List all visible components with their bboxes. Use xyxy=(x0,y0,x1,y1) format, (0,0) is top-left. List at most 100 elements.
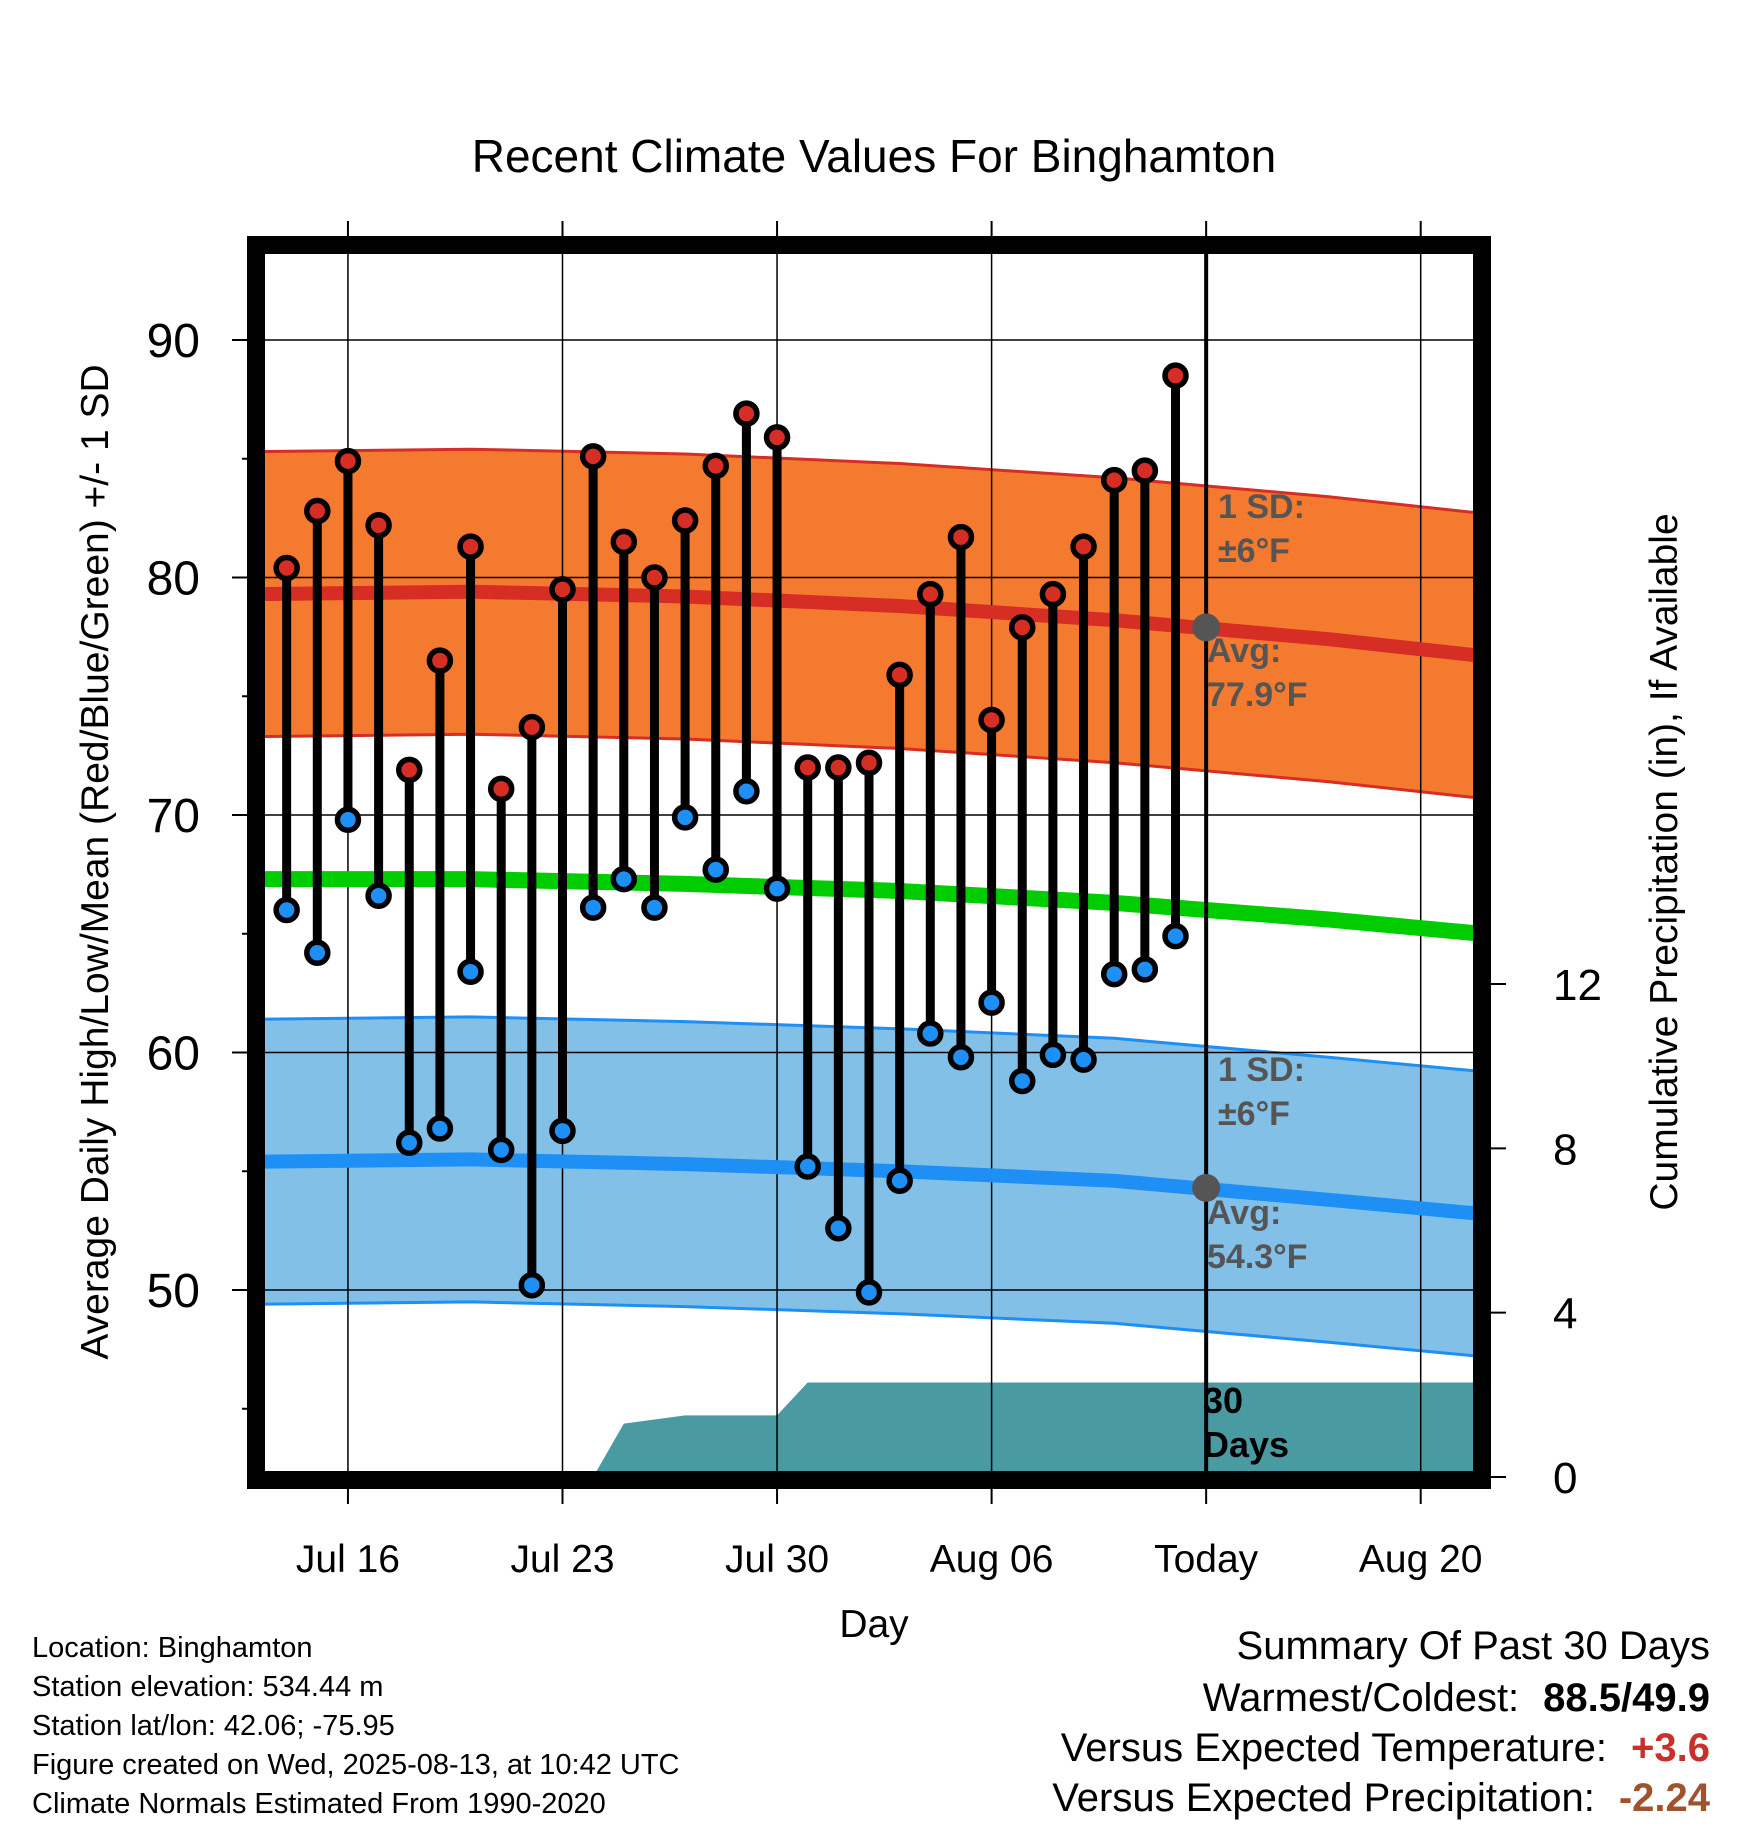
daily-low-point xyxy=(1070,1046,1097,1073)
daily-low-point xyxy=(763,875,791,902)
daily-low-point xyxy=(1100,960,1128,988)
y-right-tick-label-12: 12 xyxy=(1553,961,1602,1010)
daily-high-point xyxy=(825,754,852,781)
daily-high-point xyxy=(1009,614,1036,641)
daily-high-point xyxy=(518,713,546,741)
daily-low-point xyxy=(273,896,300,924)
daily-high-point xyxy=(1131,457,1159,484)
daily-high-point xyxy=(794,754,821,781)
daily-high-point xyxy=(273,554,300,582)
today-low-normal-marker xyxy=(1192,1173,1221,1202)
daily-high-point xyxy=(396,756,423,784)
daily-low-point xyxy=(1162,922,1189,950)
daily-high-point xyxy=(334,447,362,475)
daily-high-point xyxy=(365,512,392,539)
daily-low-point xyxy=(365,882,392,909)
y-right-tick-label-0: 0 xyxy=(1553,1454,1577,1503)
daily-high-point xyxy=(978,706,1005,734)
summary-warm-cold: Warmest/Coldest: 88.5/49.9 xyxy=(1203,1678,1710,1718)
summary-precip-label: Versus Expected Precipitation: xyxy=(1052,1776,1595,1820)
info-elevation: Station elevation: 534.44 m xyxy=(32,1671,384,1703)
x-tick-label-2: Jul 30 xyxy=(725,1538,829,1581)
daily-low-point xyxy=(641,894,668,921)
daily-high-point xyxy=(1162,362,1189,389)
y-axis-right-label: Cumulative Precipitation (in), If Availa… xyxy=(1643,513,1686,1210)
daily-low-point xyxy=(457,958,484,985)
daily-low-point xyxy=(671,804,699,831)
high-sd-label: 1 SD: xyxy=(1218,488,1305,526)
low-sd-label: 1 SD: xyxy=(1218,1051,1305,1089)
daily-low-point xyxy=(1131,956,1159,983)
daily-high-point xyxy=(947,523,975,551)
daily-high-point xyxy=(1100,466,1128,494)
x-tick-label-5: Aug 20 xyxy=(1359,1538,1483,1581)
low-band-lower-edge xyxy=(255,1300,1483,1358)
daily-low-point xyxy=(396,1129,423,1156)
summary-warm-cold-label: Warmest/Coldest: xyxy=(1202,1676,1520,1720)
daily-high-point xyxy=(579,443,607,470)
info-location: Location: Binghamton xyxy=(32,1632,313,1664)
daily-low-point xyxy=(487,1136,515,1164)
y-tick-label-90: 90 xyxy=(147,315,200,368)
summary-temp-value: +3.6 xyxy=(1631,1726,1710,1770)
summary-warm-cold-value: 88.5/49.9 xyxy=(1543,1676,1710,1720)
high-band-upper-edge xyxy=(255,447,1483,515)
daily-high-point xyxy=(763,424,791,451)
summary-precip-value: -2.24 xyxy=(1618,1776,1710,1820)
daily-low-point xyxy=(549,1117,576,1145)
daily-high-point xyxy=(641,564,668,591)
daily-low-point xyxy=(825,1215,852,1242)
daily-low-point xyxy=(794,1153,821,1180)
daily-low-point xyxy=(610,865,638,893)
period-label-days: Days xyxy=(1203,1424,1289,1465)
daily-high-point xyxy=(549,576,576,603)
period-label-number: 30 xyxy=(1203,1380,1243,1421)
y-axis-label: Average Daily High/Low/Mean (Red/Blue/Gr… xyxy=(74,364,117,1359)
daily-low-point xyxy=(886,1167,913,1194)
daily-low-point xyxy=(518,1272,546,1299)
precipitation-area xyxy=(593,1382,1482,1477)
high-avg-value: 77.9°F xyxy=(1207,676,1308,714)
daily-high-point xyxy=(855,749,883,776)
daily-low-point xyxy=(978,989,1005,1016)
x-axis-label: Day xyxy=(839,1603,909,1646)
daily-low-point xyxy=(733,778,760,805)
y-tick-label-50: 50 xyxy=(147,1265,200,1318)
daily-high-point xyxy=(1070,533,1097,560)
x-tick-label-1: Jul 23 xyxy=(510,1538,614,1581)
plot-frame xyxy=(247,236,1491,1489)
daily-low-point xyxy=(1009,1067,1036,1095)
info-latlon: Station lat/lon: 42.06; -75.95 xyxy=(32,1710,395,1742)
y-tick-label-70: 70 xyxy=(147,790,200,843)
x-tick-label-0: Jul 16 xyxy=(296,1538,400,1581)
y-right-tick-label-8: 8 xyxy=(1553,1125,1577,1174)
daily-high-point xyxy=(610,528,638,556)
daily-low-point xyxy=(426,1115,454,1142)
high-avg-label: Avg: xyxy=(1207,632,1281,670)
summary-title: Summary Of Past 30 Days xyxy=(1236,1624,1710,1668)
info-normals: Climate Normals Estimated From 1990-2020 xyxy=(32,1788,606,1820)
daily-high-point xyxy=(886,661,913,689)
x-tick-label-4: Today xyxy=(1154,1538,1259,1581)
summary-temp-label: Versus Expected Temperature: xyxy=(1060,1726,1608,1770)
daily-high-point xyxy=(487,775,515,803)
daily-high-point xyxy=(1039,580,1067,608)
summary-precip: Versus Expected Precipitation: -2.24 xyxy=(1052,1778,1710,1818)
chart-title: Recent Climate Values For Binghamton xyxy=(472,130,1277,182)
today-high-normal-marker xyxy=(1192,613,1221,642)
daily-low-point xyxy=(947,1044,975,1071)
low-sd-value: ±6°F xyxy=(1218,1095,1290,1133)
daily-low-point xyxy=(304,939,331,966)
daily-low-point xyxy=(702,856,729,883)
daily-high-point xyxy=(702,452,729,480)
daily-low-point xyxy=(855,1279,883,1306)
daily-low-point xyxy=(579,894,607,921)
info-created: Figure created on Wed, 2025-08-13, at 10… xyxy=(32,1749,680,1781)
daily-high-point xyxy=(917,580,944,608)
daily-high-point xyxy=(671,507,699,534)
y-tick-label-60: 60 xyxy=(147,1028,200,1081)
daily-high-point xyxy=(733,400,760,427)
daily-high-point xyxy=(304,497,331,525)
daily-low-point xyxy=(1039,1041,1067,1069)
